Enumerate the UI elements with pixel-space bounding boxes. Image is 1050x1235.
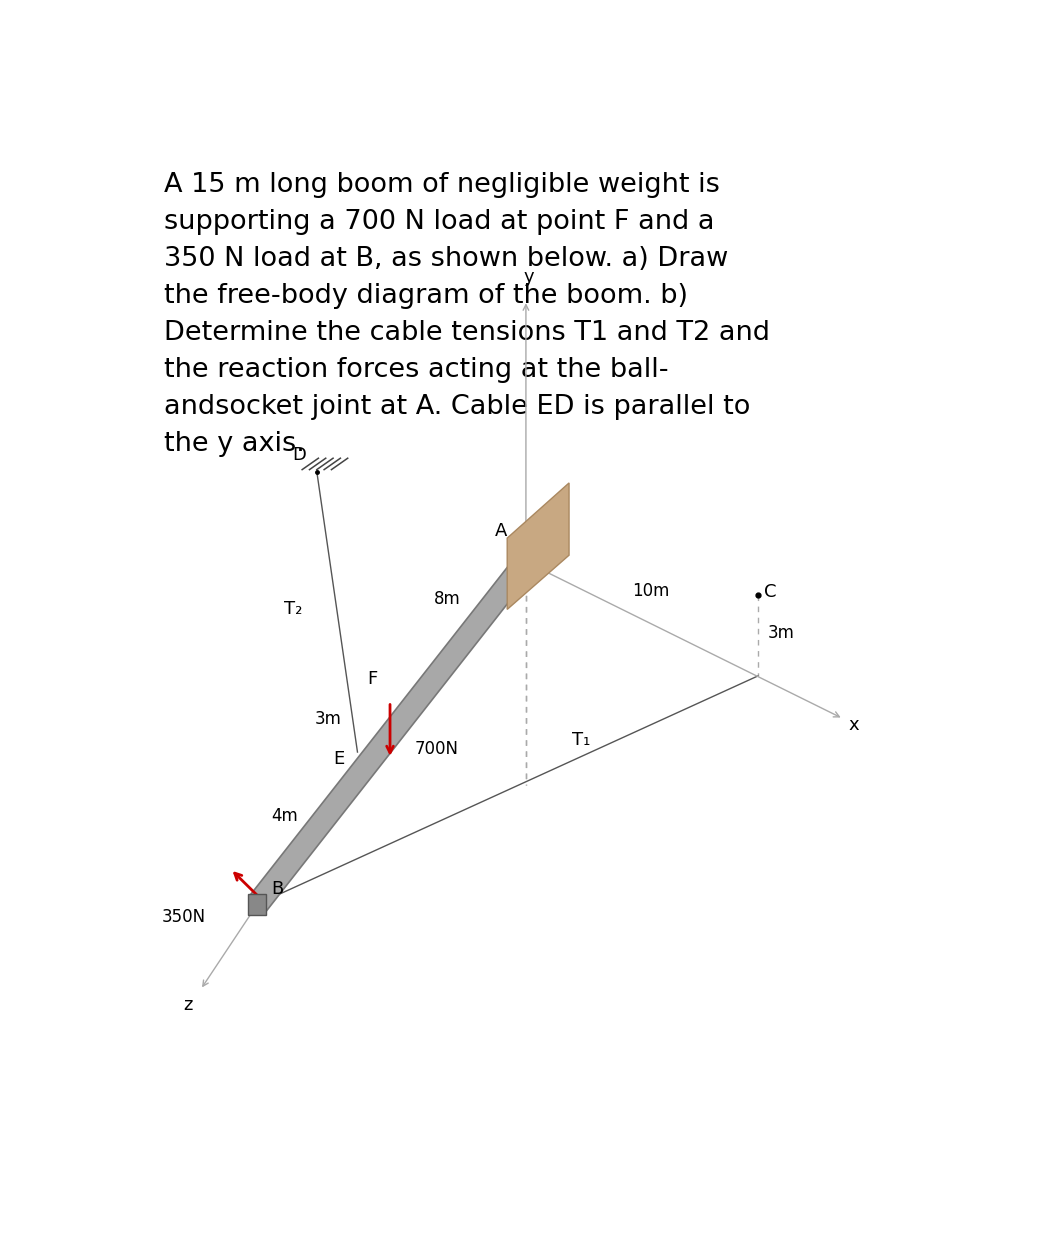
Text: 8m: 8m (434, 590, 460, 609)
Text: z: z (184, 997, 193, 1014)
Text: F: F (368, 671, 378, 688)
Text: C: C (764, 583, 777, 601)
Text: 3m: 3m (314, 710, 341, 727)
Text: 350N: 350N (162, 908, 206, 925)
Text: 3m: 3m (768, 624, 795, 642)
Polygon shape (249, 894, 267, 915)
Text: D: D (292, 446, 307, 464)
Text: A: A (495, 522, 507, 540)
Polygon shape (250, 553, 533, 913)
Text: A 15 m long boom of negligible weight is
supporting a 700 N load at point F and : A 15 m long boom of negligible weight is… (164, 172, 770, 457)
Text: T₁: T₁ (572, 731, 591, 748)
Polygon shape (507, 483, 569, 609)
Text: x: x (849, 716, 860, 735)
Text: 700N: 700N (415, 740, 459, 758)
Text: 10m: 10m (632, 582, 669, 600)
Text: E: E (333, 750, 344, 768)
Text: T₂: T₂ (284, 600, 302, 619)
Text: 4m: 4m (271, 806, 297, 825)
Text: y: y (523, 268, 533, 287)
Text: B: B (271, 879, 284, 898)
